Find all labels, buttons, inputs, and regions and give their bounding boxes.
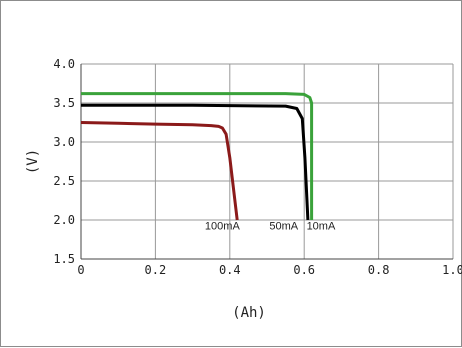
y-tick-labels: 1.5 2.0 2.5 3.0 3.5 4.0 [53,57,75,266]
series-line-100mA [80,121,239,221]
series-label-100mA: 100mA [205,220,241,232]
x-tick-label-0: 0 [77,263,84,277]
series-label-50mA: 50mA [269,220,298,232]
x-tick-label-3: 0.6 [293,263,315,277]
x-tick-label-2: 0.4 [219,263,241,277]
x-axis-title: (Ah) [232,305,266,321]
y-tick-label-2: 2.5 [53,174,75,188]
x-tick-label-5: 1.0 [442,263,462,277]
series-line-10mA [81,92,314,220]
y-tick-label-5: 4.0 [53,57,75,71]
y-tick-label-4: 3.5 [53,96,75,110]
y-axis-title: (V) [25,149,41,174]
series-group [80,92,314,221]
series-label-10mA: 10mA [307,220,336,232]
series-labels: 100mA 50mA 10mA [205,220,336,232]
x-tick-labels: 0 0.2 0.4 0.6 0.8 1.0 [77,263,462,277]
y-tick-label-0: 1.5 [53,252,75,266]
series-line-50mA [81,103,310,221]
x-tick-label-1: 0.2 [145,263,167,277]
y-tick-label-1: 2.0 [53,213,75,227]
grid [80,63,454,260]
x-tick-label-4: 0.8 [368,263,390,277]
y-tick-label-3: 3.0 [53,135,75,149]
